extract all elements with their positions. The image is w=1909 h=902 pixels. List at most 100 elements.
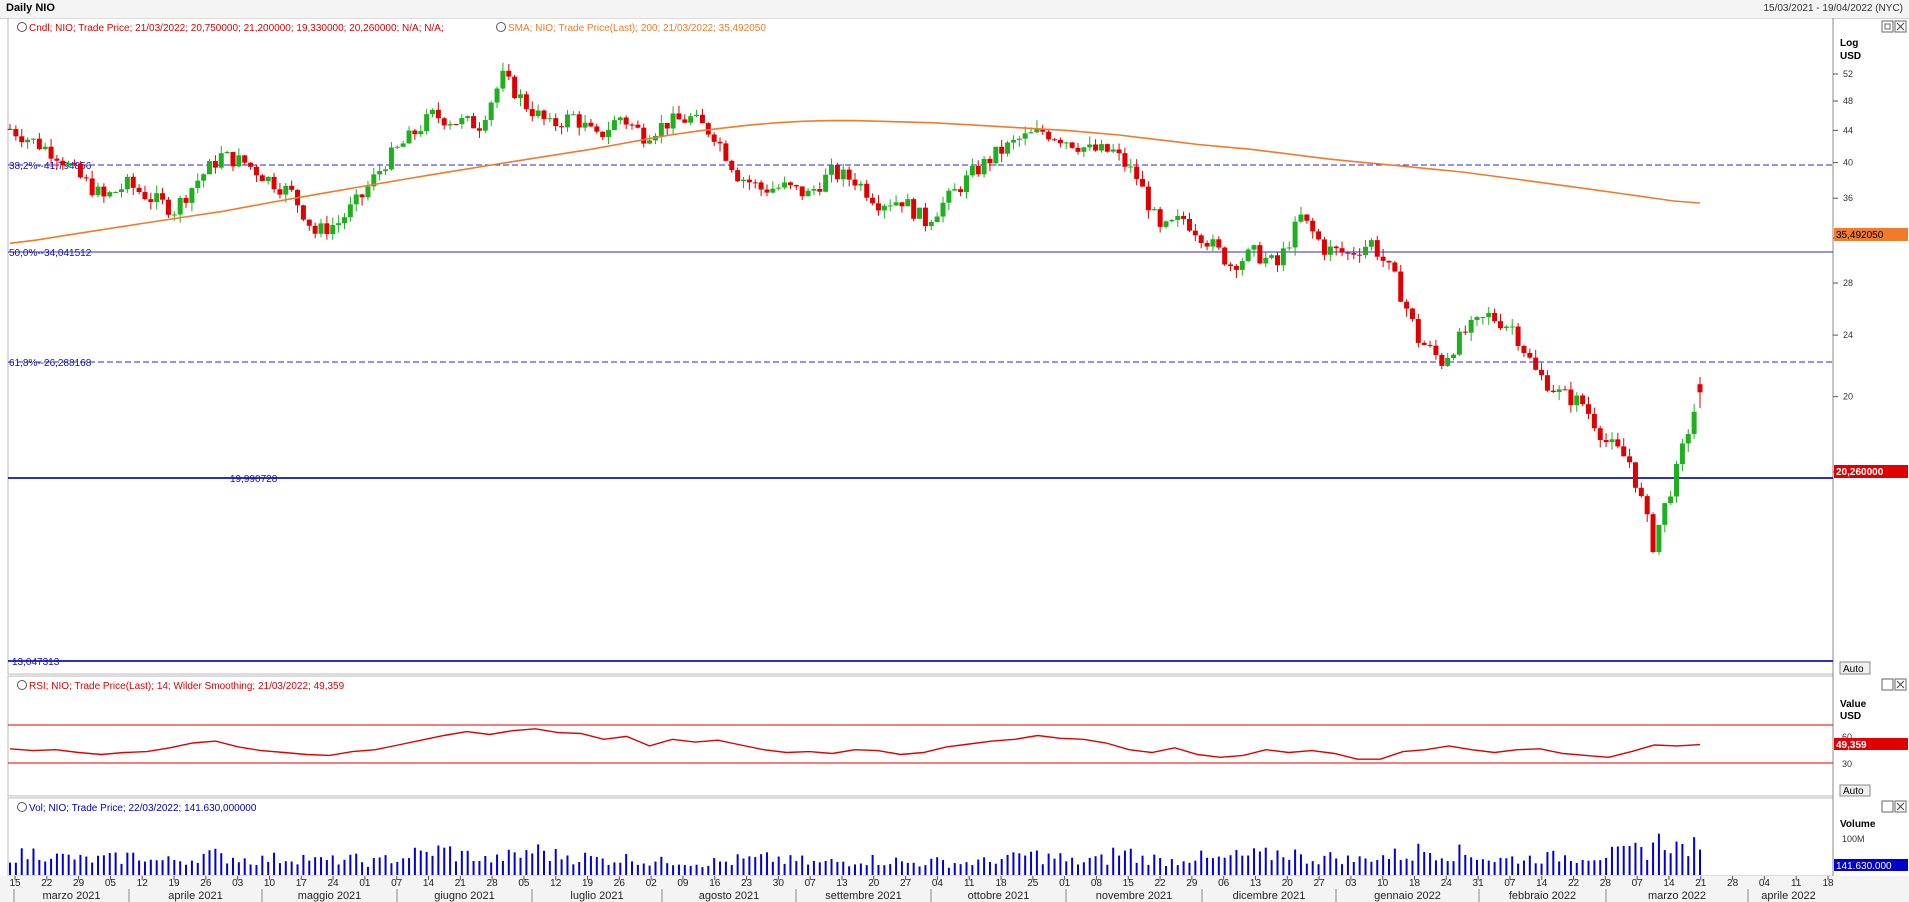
candle[interactable] [1333, 246, 1339, 249]
candle[interactable] [1345, 252, 1351, 254]
candle[interactable] [547, 118, 553, 120]
candle[interactable] [764, 189, 770, 193]
sma-200-line[interactable] [9, 119, 1701, 245]
candle[interactable] [1456, 331, 1462, 355]
candle[interactable] [195, 180, 201, 189]
candle[interactable] [1310, 220, 1316, 232]
candle[interactable] [805, 190, 811, 197]
candle[interactable] [963, 175, 969, 193]
candle[interactable] [1644, 496, 1650, 515]
candle[interactable] [482, 119, 488, 131]
candle[interactable] [371, 174, 377, 187]
candle[interactable] [277, 189, 283, 195]
candle[interactable] [1116, 149, 1122, 154]
vol-settings-icon[interactable] [17, 802, 27, 812]
candle[interactable] [142, 192, 148, 200]
candle[interactable] [1497, 321, 1503, 329]
candle[interactable] [1122, 153, 1128, 167]
candle[interactable] [1574, 395, 1580, 406]
candle[interactable] [406, 130, 412, 144]
candle[interactable] [799, 186, 805, 197]
candle[interactable] [1069, 142, 1075, 148]
candle[interactable] [1509, 326, 1515, 328]
candle[interactable] [289, 185, 295, 190]
candle[interactable] [1028, 132, 1034, 134]
candle[interactable] [318, 223, 324, 234]
candle[interactable] [212, 161, 218, 168]
candle[interactable] [383, 169, 389, 172]
candle[interactable] [1040, 128, 1046, 132]
candle[interactable] [453, 124, 459, 126]
candle[interactable] [694, 114, 700, 117]
candle[interactable] [975, 165, 981, 175]
candle[interactable] [928, 221, 934, 227]
candle[interactable] [1216, 239, 1222, 248]
candle[interactable] [1656, 524, 1662, 553]
candle[interactable] [999, 146, 1005, 154]
candle[interactable] [36, 138, 42, 150]
candle[interactable] [1321, 239, 1327, 255]
candle[interactable] [776, 187, 782, 189]
candle[interactable] [1005, 142, 1011, 154]
candle[interactable] [823, 174, 829, 192]
candle[interactable] [705, 123, 711, 135]
candle[interactable] [66, 163, 72, 166]
candle[interactable] [993, 146, 999, 164]
candle[interactable] [1439, 355, 1445, 366]
candle[interactable] [506, 70, 512, 77]
candle[interactable] [177, 197, 183, 215]
rsi-auto-button[interactable] [1839, 784, 1871, 797]
candle[interactable] [553, 118, 559, 127]
candle[interactable] [25, 139, 31, 143]
candle[interactable] [1527, 352, 1533, 358]
vol-maximize-icon[interactable] [1881, 800, 1894, 813]
candle[interactable] [518, 94, 524, 99]
candle[interactable] [735, 170, 741, 182]
candle[interactable] [1181, 215, 1187, 219]
candle[interactable] [1492, 312, 1498, 322]
candle[interactable] [1462, 331, 1468, 333]
candle[interactable] [171, 214, 177, 216]
price-auto-button[interactable] [1839, 661, 1871, 675]
candle[interactable] [1392, 262, 1398, 272]
candle[interactable] [1533, 357, 1539, 370]
candle[interactable] [341, 217, 347, 224]
candle[interactable] [1292, 221, 1298, 248]
candle[interactable] [48, 146, 54, 159]
candle[interactable] [471, 116, 477, 129]
candle[interactable] [917, 207, 923, 219]
candle[interactable] [1503, 326, 1509, 329]
candle[interactable] [588, 122, 594, 127]
candle[interactable] [723, 143, 729, 161]
candle[interactable] [189, 188, 195, 203]
candle[interactable] [1010, 139, 1016, 143]
candle[interactable] [1163, 221, 1169, 227]
candle[interactable] [1198, 235, 1204, 244]
candle[interactable] [1679, 443, 1685, 465]
candle[interactable] [1228, 264, 1234, 266]
candle[interactable] [846, 169, 852, 180]
candle[interactable] [1480, 317, 1486, 319]
candle[interactable] [435, 109, 441, 119]
candle[interactable] [1251, 245, 1257, 250]
candle[interactable] [1186, 218, 1192, 231]
candle[interactable] [881, 205, 887, 211]
candle[interactable] [1562, 389, 1568, 391]
candle[interactable] [1222, 247, 1228, 265]
candle[interactable] [300, 205, 306, 220]
candle[interactable] [1057, 139, 1063, 144]
candle[interactable] [969, 165, 975, 176]
candle[interactable] [83, 177, 89, 179]
candle[interactable] [1404, 301, 1410, 309]
candle[interactable] [359, 194, 365, 198]
candle[interactable] [758, 182, 764, 190]
candle[interactable] [1515, 326, 1521, 346]
candle[interactable] [201, 174, 207, 181]
candle-settings-icon[interactable] [17, 22, 27, 32]
candle[interactable] [412, 130, 418, 135]
candle[interactable] [670, 113, 676, 129]
candle[interactable] [1351, 253, 1357, 255]
candle[interactable] [1363, 246, 1369, 255]
candle[interactable] [1081, 147, 1087, 152]
candle[interactable] [1550, 390, 1556, 393]
